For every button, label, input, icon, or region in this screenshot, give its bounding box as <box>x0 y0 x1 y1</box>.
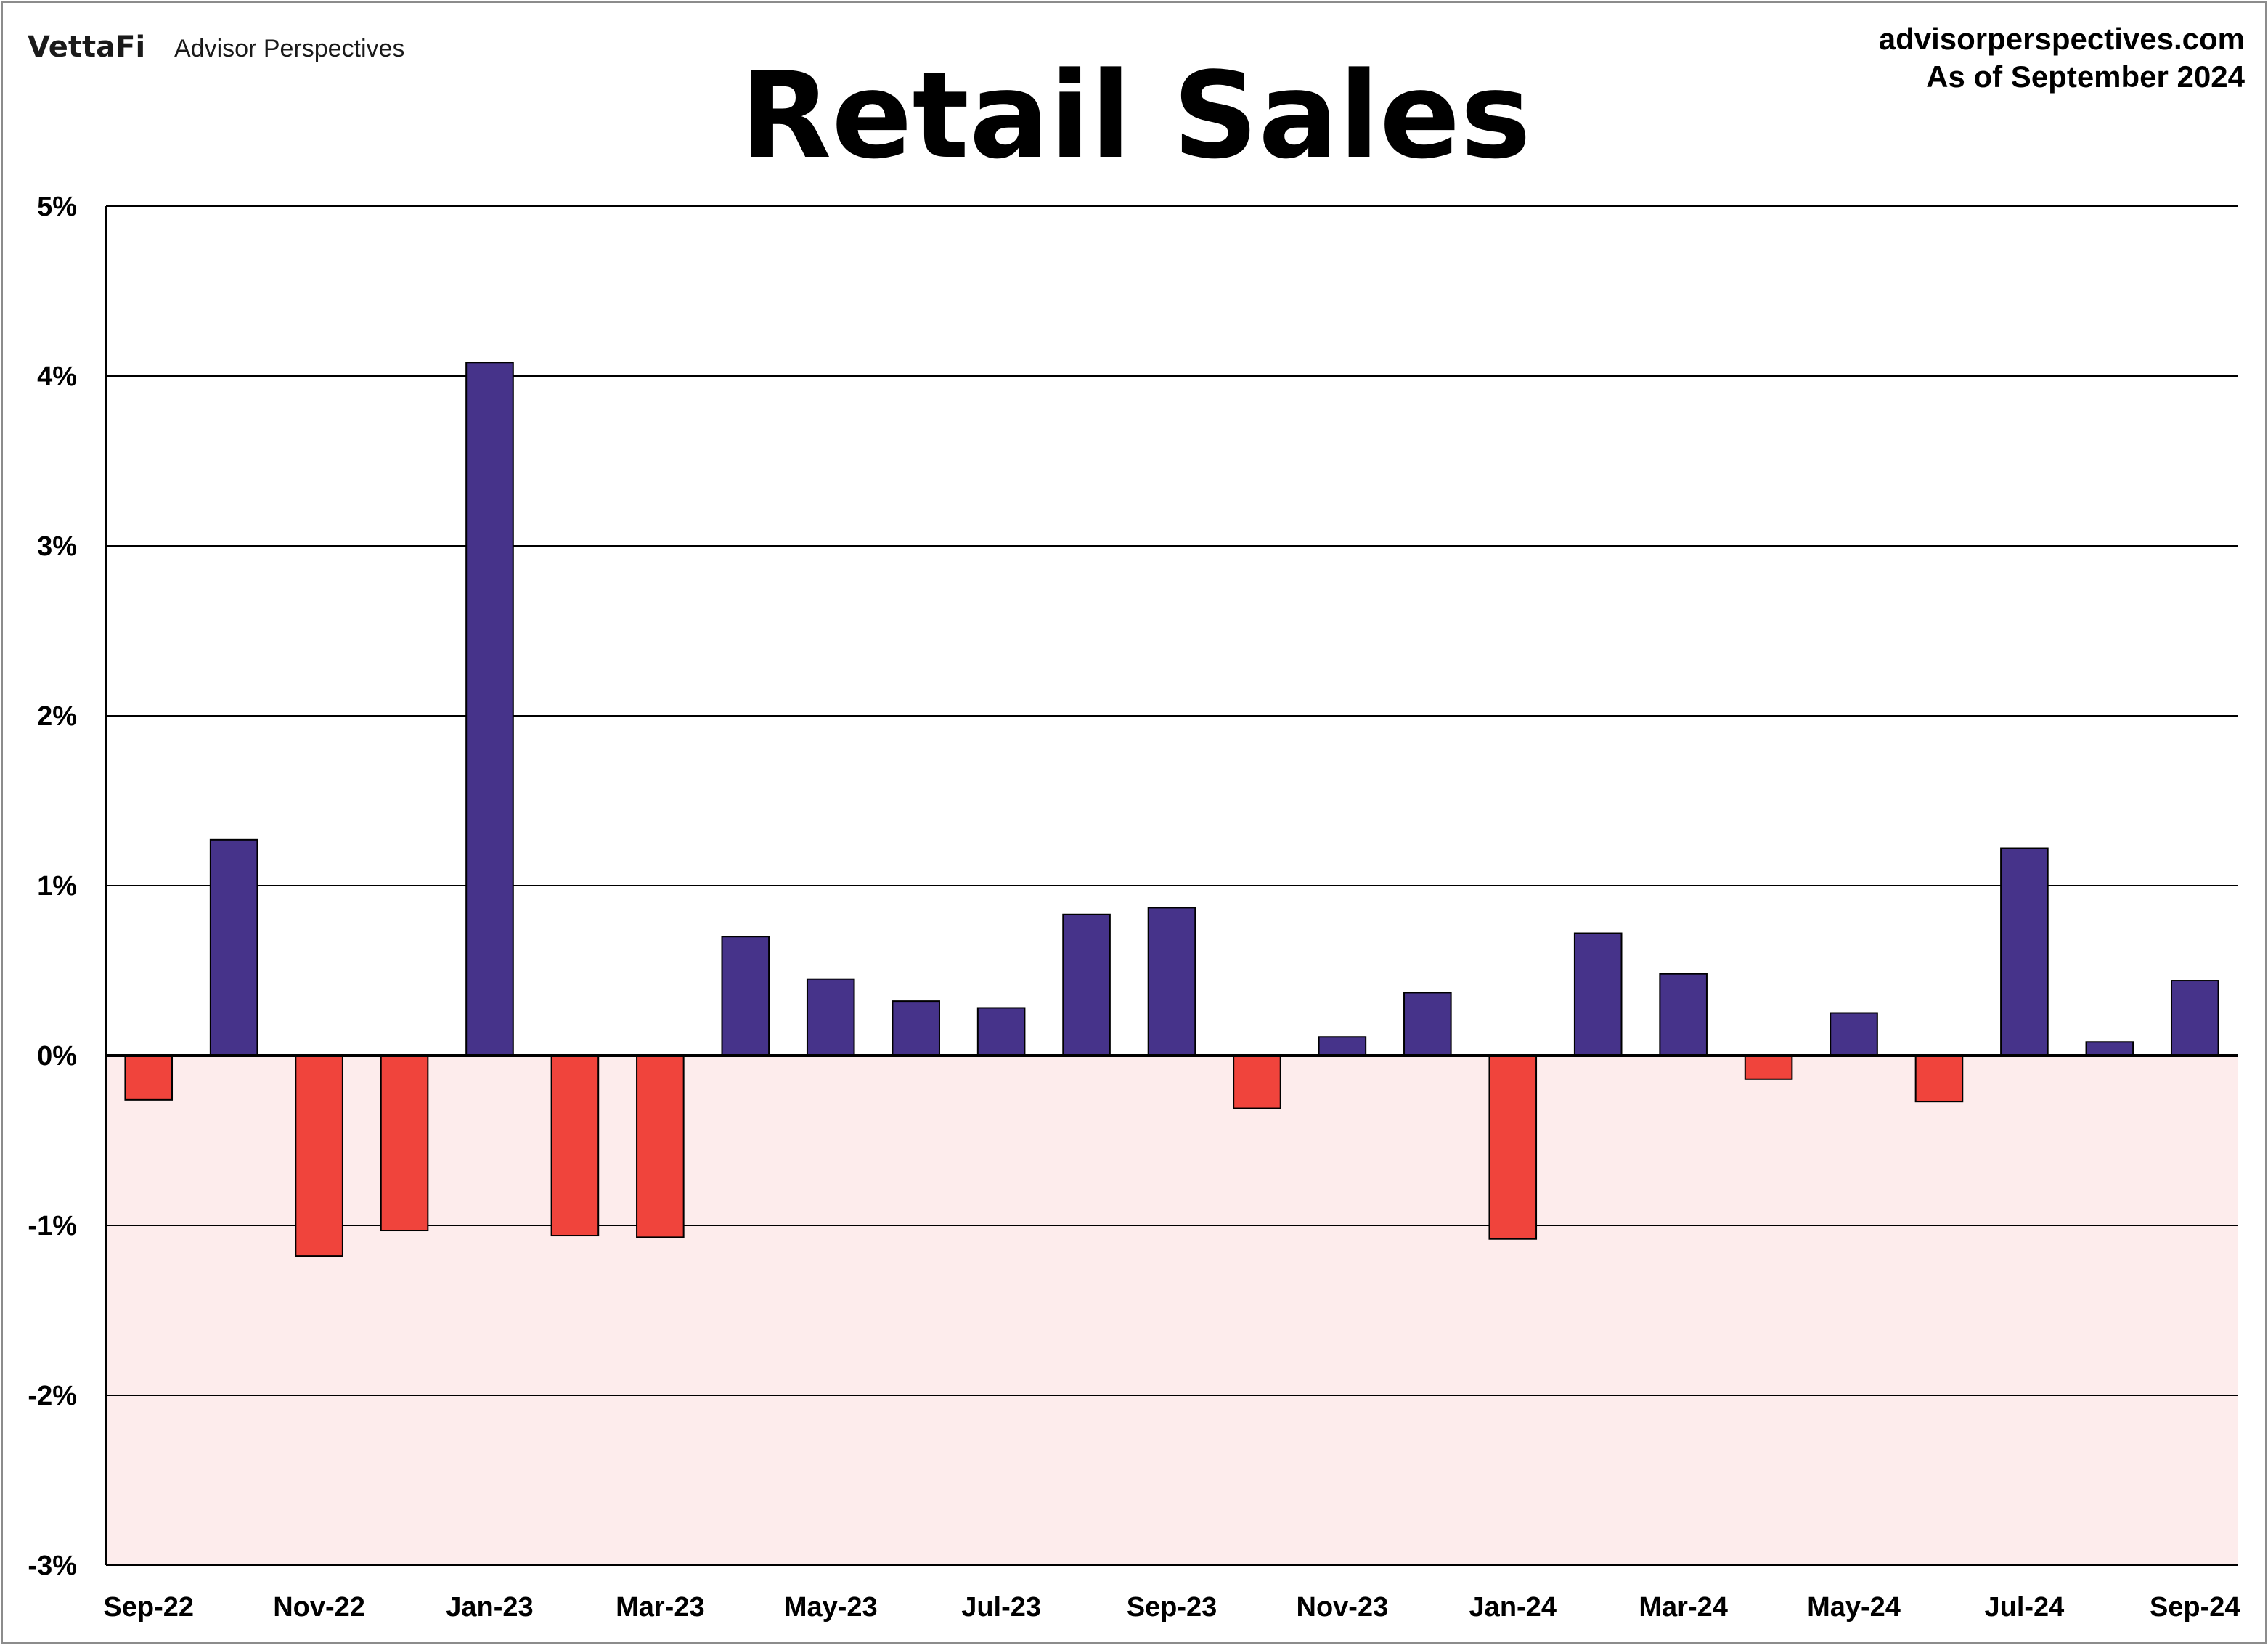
bar-nov-23 <box>1318 1036 1367 1057</box>
y-tick-label: 3% <box>37 531 77 562</box>
bar-mar-24 <box>1659 973 1708 1057</box>
y-tick-label: -3% <box>28 1551 77 1581</box>
bar-feb-23 <box>550 1055 600 1237</box>
x-tick-label: Jan-24 <box>1469 1592 1557 1622</box>
bar-mar-23 <box>636 1055 685 1238</box>
retail-sales-chart: VettaFi Advisor Perspectives Retail Sale… <box>28 22 2245 1622</box>
x-tick-label: Nov-22 <box>273 1592 365 1622</box>
chart-title: Retail Sales <box>740 46 1531 185</box>
x-tick-label: Sep-23 <box>1127 1592 1217 1622</box>
y-tick-label: 2% <box>37 701 77 732</box>
bar-feb-24 <box>1573 932 1623 1057</box>
bar-jun-24 <box>1914 1055 1964 1103</box>
x-tick-label: Sep-24 <box>2150 1592 2240 1622</box>
bar-dec-22 <box>380 1055 429 1232</box>
y-tick-label: -2% <box>28 1381 77 1411</box>
bar-sep-24 <box>2170 980 2219 1057</box>
y-tick-label: 4% <box>37 362 77 392</box>
y-tick-label: 0% <box>37 1041 77 1072</box>
bar-sep-23 <box>1147 907 1196 1057</box>
bar-may-24 <box>1830 1012 1878 1056</box>
bar-oct-22 <box>209 838 258 1056</box>
x-tick-label: Sep-22 <box>103 1592 194 1622</box>
bar-jan-24 <box>1488 1055 1538 1240</box>
bar-jan-23 <box>465 362 514 1056</box>
y-tick-label: 1% <box>37 871 77 902</box>
bar-jul-23 <box>976 1007 1026 1056</box>
x-tick-label: Mar-24 <box>1639 1592 1728 1622</box>
y-tick-label: 5% <box>37 192 77 222</box>
bar-jun-23 <box>892 1000 940 1056</box>
y-tick-label: -1% <box>28 1211 77 1241</box>
vettafi-logo: VettaFi <box>28 30 145 64</box>
x-tick-label: May-24 <box>1807 1592 1901 1622</box>
as-of-date: As of September 2024 <box>1926 60 2245 94</box>
plot-area: 5% 4% 3% 2% 1% 0% -1% -2% -3% Sep-22 Nov-22 Jan-23 M… <box>28 192 2240 1622</box>
bar-apr-24 <box>1744 1055 1793 1080</box>
x-tick-label: Jul-23 <box>961 1592 1041 1622</box>
source-site: advisorperspectives.com <box>1879 22 2245 56</box>
x-tick-label: Nov-23 <box>1297 1592 1389 1622</box>
negative-zone-shading <box>106 1056 2238 1565</box>
bar-aug-24 <box>2085 1041 2134 1057</box>
bar-dec-23 <box>1403 992 1452 1057</box>
advisor-perspectives-label: Advisor Perspectives <box>174 35 404 62</box>
x-tick-label: Jul-24 <box>1984 1592 2064 1622</box>
bar-may-23 <box>806 978 855 1056</box>
bar-aug-23 <box>1062 913 1111 1057</box>
bar-oct-23 <box>1233 1055 1281 1109</box>
x-tick-label: Jan-23 <box>446 1592 533 1622</box>
x-tick-label: Mar-23 <box>616 1592 705 1622</box>
bar-nov-22 <box>295 1055 343 1257</box>
bar-apr-23 <box>721 936 770 1056</box>
x-tick-label: May-23 <box>784 1592 878 1622</box>
bar-sep-22 <box>124 1055 174 1101</box>
bar-jul-24 <box>2000 847 2049 1057</box>
